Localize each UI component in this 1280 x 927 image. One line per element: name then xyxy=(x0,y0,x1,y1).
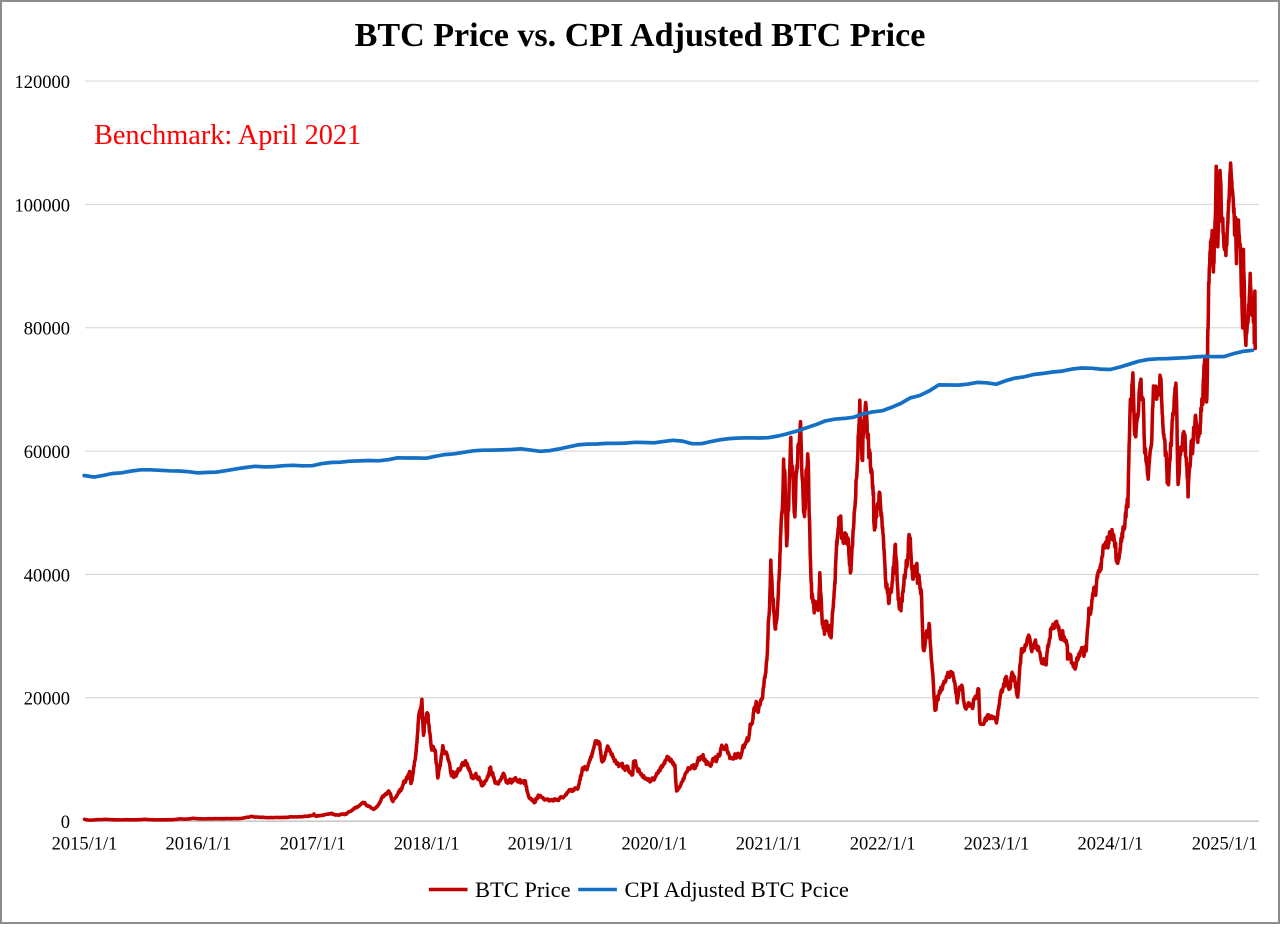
svg-text:2016/1/1: 2016/1/1 xyxy=(166,835,232,855)
svg-text:2020/1/1: 2020/1/1 xyxy=(622,835,688,855)
svg-text:100000: 100000 xyxy=(15,196,71,216)
svg-text:80000: 80000 xyxy=(24,320,70,340)
svg-text:Benchmark: April 2021: Benchmark: April 2021 xyxy=(94,120,361,151)
svg-text:2018/1/1: 2018/1/1 xyxy=(394,835,460,855)
svg-text:2019/1/1: 2019/1/1 xyxy=(508,835,574,855)
svg-text:2021/1/1: 2021/1/1 xyxy=(736,835,802,855)
svg-text:CPI Adjusted BTC Pcice: CPI Adjusted BTC Pcice xyxy=(625,877,849,902)
svg-text:BTC Price vs. CPI Adjusted BTC: BTC Price vs. CPI Adjusted BTC Price xyxy=(355,17,926,54)
svg-text:2017/1/1: 2017/1/1 xyxy=(280,835,346,855)
svg-text:2015/1/1: 2015/1/1 xyxy=(52,835,118,855)
svg-text:BTC Price: BTC Price xyxy=(475,877,571,902)
svg-text:40000: 40000 xyxy=(24,566,70,586)
svg-text:2025/1/1: 2025/1/1 xyxy=(1192,835,1258,855)
svg-text:0: 0 xyxy=(61,813,70,833)
svg-text:2022/1/1: 2022/1/1 xyxy=(850,835,916,855)
svg-text:2023/1/1: 2023/1/1 xyxy=(964,835,1030,855)
svg-text:120000: 120000 xyxy=(15,73,71,93)
svg-text:20000: 20000 xyxy=(24,690,70,710)
svg-text:2024/1/1: 2024/1/1 xyxy=(1078,835,1144,855)
svg-text:60000: 60000 xyxy=(24,443,70,463)
